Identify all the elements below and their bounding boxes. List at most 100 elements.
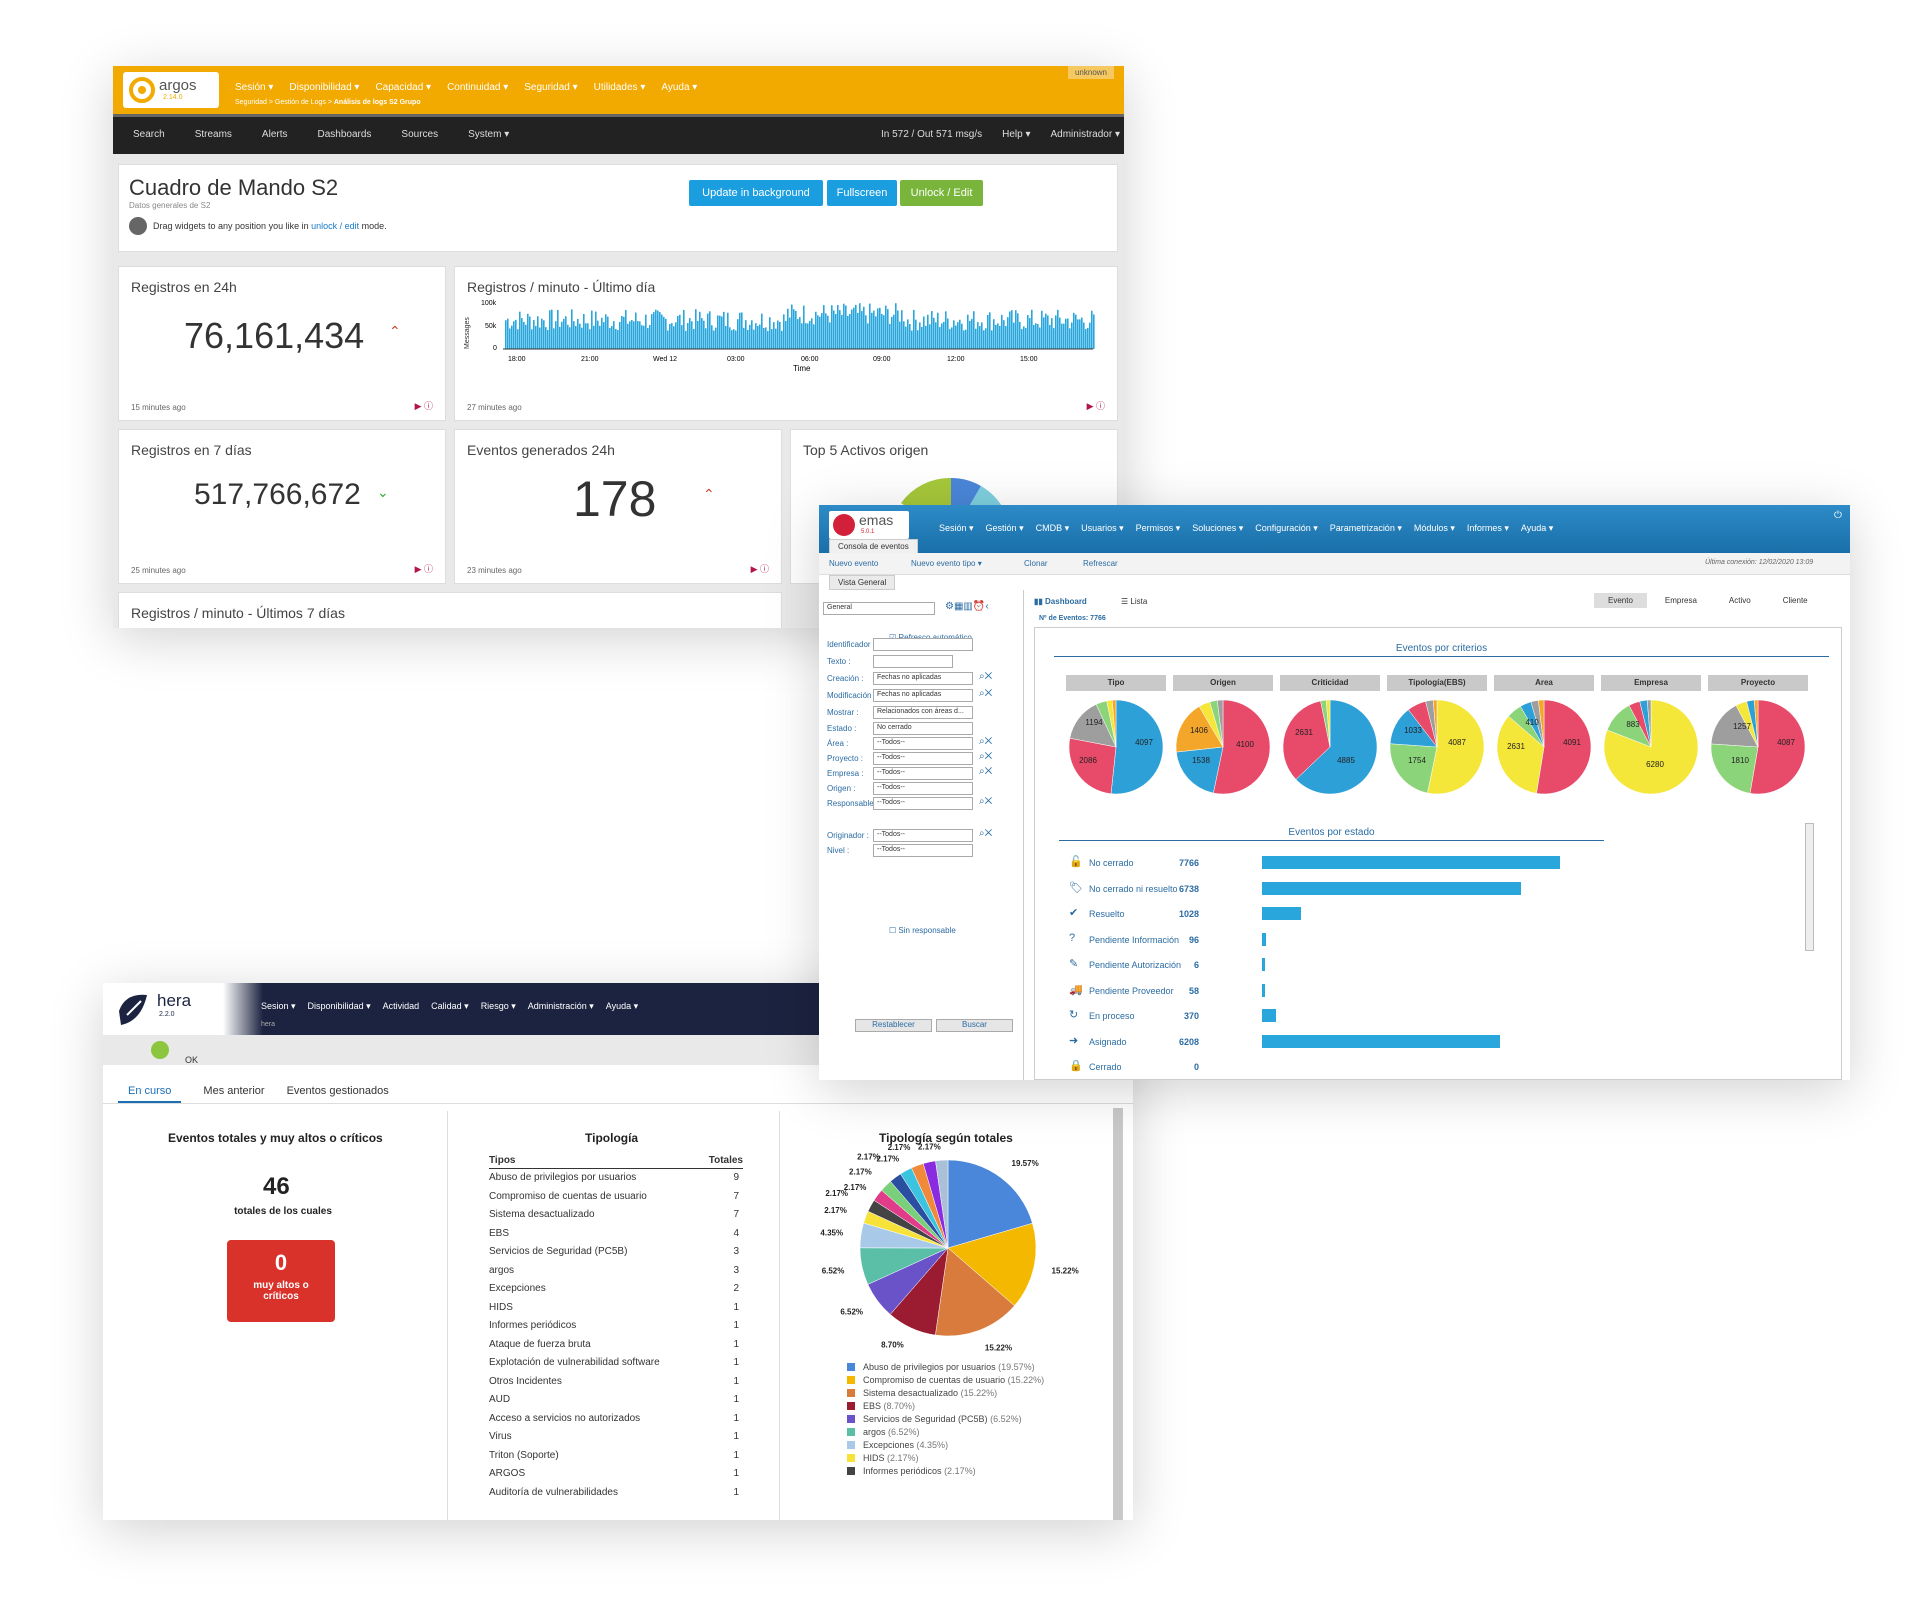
legend-item[interactable]: Compromiso de cuentas de usuario (15.22%… [847,1374,1107,1386]
filter-field[interactable] [873,655,953,668]
tab-consola-eventos[interactable]: Consola de eventos [829,539,918,554]
restablecer-button[interactable]: Restablecer [855,1019,932,1032]
filter-action-icon[interactable]: ⌕✕ [979,796,993,807]
sin-responsable-checkbox[interactable]: ☐ Sin responsable [889,926,956,935]
filter-field[interactable]: --Todos-- [873,797,973,810]
widget-controls[interactable]: ▶ ⓘ [750,564,769,574]
filter-toolbar-icons[interactable]: ⚙▦▥⏰‹ [945,601,989,612]
argos-logo[interactable]: argos 2.14.0 [123,72,219,108]
filter-action-icon[interactable]: ⌕✕ [979,736,993,747]
scope-evento[interactable]: Evento [1594,593,1647,608]
state-label[interactable]: Pendiente Proveedor [1089,985,1174,996]
nav-dashboards[interactable]: Dashboards [317,129,372,140]
filter-field[interactable]: Fechas no aplicadas [873,689,973,702]
menu-calidad[interactable]: Calidad ▾ [431,1001,469,1011]
fullscreen-button[interactable]: Fullscreen [827,180,897,206]
tab-dashboard[interactable]: ▮▮ Dashboard [1034,597,1087,606]
menu-item[interactable]: CMDB ▾ [1035,523,1070,533]
nuevo-evento-tipo-button[interactable]: Nuevo evento tipo ▾ [911,559,982,568]
state-label[interactable]: Pendiente Autorización [1089,960,1182,970]
menu-item[interactable]: Parametrización ▾ [1329,523,1402,533]
state-label[interactable]: No cerrado ni resuelto [1089,883,1178,894]
nav-help[interactable]: Help ▾ [1002,129,1031,140]
filter-action-icon[interactable]: ⌕✕ [979,688,993,699]
state-label[interactable]: Resuelto [1089,909,1125,919]
menu-item[interactable]: Permisos ▾ [1135,523,1181,533]
filter-field[interactable]: --Todos-- [873,737,973,750]
menu-disponibilidad[interactable]: Disponibilidad ▾ [289,82,360,93]
legend-item[interactable]: Servicios de Seguridad (PC5B) (6.52%) [847,1413,1107,1425]
breadcrumb-path[interactable]: Seguridad > Gestión de Logs > [235,99,334,106]
menu-continuidad[interactable]: Continuidad ▾ [447,82,509,93]
state-label[interactable]: Asignado [1089,1036,1127,1047]
state-label[interactable]: Pendiente Información [1089,934,1180,945]
legend-item[interactable]: HIDS (2.17%) [847,1452,1107,1464]
widget-controls[interactable]: ▶ ⓘ [414,401,433,411]
legend-item[interactable]: Abuso de privilegios por usuarios (19.57… [847,1361,1107,1373]
filter-field[interactable]: --Todos-- [873,752,973,765]
tab-vista-general[interactable]: Vista General [829,575,896,590]
power-icon[interactable]: ⏻ [1834,510,1842,521]
menu-item[interactable]: Gestión ▾ [985,523,1024,533]
filter-field[interactable]: No cerrado [873,722,973,735]
legend-item[interactable]: EBS (8.70%) [847,1400,1107,1412]
menu-utilidades[interactable]: Utilidades ▾ [593,82,646,93]
menu-riesgo[interactable]: Riesgo ▾ [480,1001,516,1011]
filter-field[interactable]: --Todos-- [873,829,973,842]
menu-item[interactable]: Ayuda ▾ [1520,523,1554,533]
filter-field[interactable]: --Todos-- [873,767,973,780]
buscar-button[interactable]: Buscar [936,1019,1013,1032]
legend-item[interactable]: Informes periódicos (2.17%) [847,1465,1107,1477]
update-background-button[interactable]: Update in background [689,180,823,206]
tab-eventos-gestionados[interactable]: Eventos gestionados [286,1085,389,1097]
menu-seguridad[interactable]: Seguridad ▾ [524,82,578,93]
nuevo-evento-button[interactable]: Nuevo evento [829,559,879,568]
scope-activo[interactable]: Activo [1728,596,1751,605]
legend-item[interactable]: Sistema desactualizado (15.22%) [847,1387,1107,1399]
menu-item[interactable]: Soluciones ▾ [1192,523,1244,533]
nav-admin[interactable]: Administrador ▾ [1050,129,1121,140]
unlock-edit-button[interactable]: Unlock / Edit [900,180,983,206]
menu-disponibilidad[interactable]: Disponibilidad ▾ [307,1001,371,1011]
legend-item[interactable]: argos (6.52%) [847,1426,1107,1438]
filter-field[interactable]: Relacionados con áreas d... [873,706,973,719]
unlock-edit-link[interactable]: unlock / edit [311,221,360,231]
user-badge[interactable]: unknown [1067,66,1114,79]
menu-item[interactable]: Configuración ▾ [1255,523,1318,533]
state-label[interactable]: Cerrado [1089,1062,1122,1072]
menu-item[interactable]: Sesión ▾ [939,523,974,533]
widget-controls[interactable]: ▶ ⓘ [414,564,433,574]
menu-administracion[interactable]: Administración ▾ [527,1001,594,1011]
menu-item[interactable]: Informes ▾ [1466,523,1509,533]
filter-action-icon[interactable]: ⌕✕ [979,828,993,839]
tab-lista[interactable]: ☰ Lista [1121,597,1148,606]
filter-action-icon[interactable]: ⌕✕ [979,671,993,682]
menu-item[interactable]: Usuarios ▾ [1081,523,1124,533]
menu-sesion[interactable]: Sesión ▾ [235,82,274,93]
filter-action-icon[interactable]: ⌕✕ [979,751,993,762]
filter-action-icon[interactable]: ⌕✕ [979,766,993,777]
filter-field[interactable]: Fechas no aplicadas [873,672,973,685]
refresco-automatico-checkbox[interactable]: ☑ Refresco automático [889,633,972,642]
menu-sesion[interactable]: Sesion ▾ [261,1001,296,1011]
emas-logo[interactable]: emas 5.0.1 [829,511,909,539]
menu-actividad[interactable]: Actividad [382,1001,420,1011]
nav-streams[interactable]: Streams [194,129,232,140]
menu-item[interactable]: Módulos ▾ [1413,523,1455,533]
hera-scrollbar[interactable] [1113,1108,1123,1520]
widget-controls[interactable]: ▶ ⓘ [1086,401,1105,411]
menu-capacidad[interactable]: Capacidad ▾ [375,82,432,93]
filter-field[interactable]: --Todos-- [873,844,973,857]
nav-search[interactable]: Search [133,129,165,140]
state-label[interactable]: En proceso [1089,1011,1135,1021]
menu-ayuda[interactable]: Ayuda ▾ [661,82,698,93]
nav-sources[interactable]: Sources [401,129,439,140]
states-scrollbar[interactable] [1805,823,1814,951]
nav-system[interactable]: System ▾ [468,129,510,140]
tab-mes-anterior[interactable]: Mes anterior [203,1085,265,1097]
tab-en-curso[interactable]: En curso [118,1085,182,1104]
filter-field[interactable] [873,638,973,651]
menu-ayuda[interactable]: Ayuda ▾ [605,1001,639,1011]
scope-cliente[interactable]: Cliente [1782,596,1808,605]
scope-empresa[interactable]: Empresa [1664,596,1697,605]
